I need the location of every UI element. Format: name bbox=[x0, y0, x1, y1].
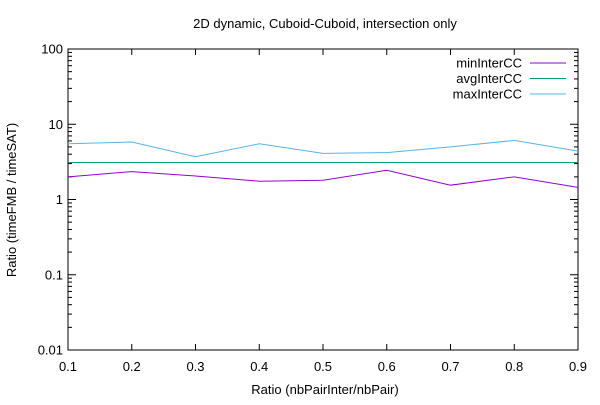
y-tick-label: 1 bbox=[56, 192, 63, 207]
legend-label: avgInterCC bbox=[456, 71, 522, 86]
series-line-maxInterCC bbox=[67, 139, 579, 158]
x-tick-label: 0.9 bbox=[569, 359, 587, 374]
x-tick-label: 0.6 bbox=[378, 359, 396, 374]
x-tick-label: 0.5 bbox=[314, 359, 332, 374]
legend-label: maxInterCC bbox=[453, 87, 522, 102]
x-tick-label: 0.3 bbox=[186, 359, 204, 374]
y-axis-label: Ratio (timeFMB / timeSAT) bbox=[4, 123, 19, 277]
y-tick-label: 0.1 bbox=[45, 267, 63, 282]
x-tick-label: 0.2 bbox=[123, 359, 141, 374]
plot-area: 0.1 0.2 0.3 0.4 0.5 0.6 0.7 0.8 0.90.010.1110100… bbox=[38, 42, 587, 375]
x-axis-label: Ratio (nbPairInter/nbPair) bbox=[251, 382, 398, 397]
y-tick-label: 10 bbox=[49, 117, 63, 132]
x-tick-label: 0.1 bbox=[59, 359, 77, 374]
legend-label: minInterCC bbox=[456, 56, 522, 71]
y-tick-label: 0.01 bbox=[38, 343, 63, 358]
x-tick-label: 0.4 bbox=[250, 359, 268, 374]
x-tick-label: 0.8 bbox=[505, 359, 523, 374]
y-tick-label: 100 bbox=[41, 42, 63, 57]
chart-title: 2D dynamic, Cuboid-Cuboid, intersection … bbox=[193, 16, 457, 31]
x-tick-label: 0.7 bbox=[441, 359, 459, 374]
series-line-minInterCC bbox=[67, 169, 579, 188]
